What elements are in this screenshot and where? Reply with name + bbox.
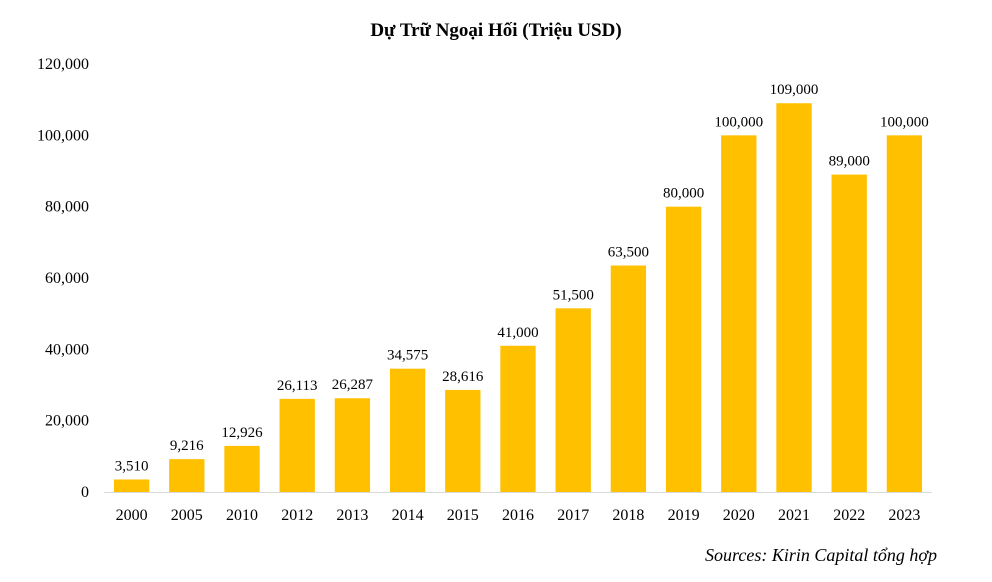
bar-2013 <box>334 398 371 492</box>
source-note: Sources: Kirin Capital tổng hợp <box>705 545 937 565</box>
bar-2005 <box>169 459 205 492</box>
y-tick-label: 60,000 <box>45 270 89 287</box>
bar-2000 <box>113 479 150 492</box>
y-tick-label: 80,000 <box>45 199 89 216</box>
bar-2020 <box>721 135 757 493</box>
bar-2023 <box>886 135 923 493</box>
y-axis: 0 20,000 40,000 60,000 80,000 100,000 120,000 <box>37 56 89 501</box>
x-axis: 2000 2005 2010 2012 2013 2014 2015 2016 2017 2018… <box>116 507 921 524</box>
x-tick-label: 2013 <box>336 507 368 524</box>
x-tick-label: 2005 <box>171 507 203 524</box>
bar-2014 <box>389 368 426 492</box>
data-label-2022: 89,000 <box>829 154 870 170</box>
x-tick-label: 2021 <box>778 507 810 524</box>
y-tick-label: 100,000 <box>37 127 89 144</box>
x-tick-label: 2017 <box>557 507 589 524</box>
x-tick-label: 2019 <box>668 507 700 524</box>
bar-2018 <box>610 265 647 492</box>
y-tick-label: 20,000 <box>45 413 89 430</box>
bar-2016 <box>500 345 536 492</box>
data-label-2018: 63,500 <box>608 245 649 261</box>
x-tick-label: 2016 <box>502 507 534 524</box>
data-label-2019: 80,000 <box>663 186 704 202</box>
data-label-2005: 9,216 <box>170 438 204 454</box>
y-tick-label: 120,000 <box>37 56 89 73</box>
x-tick-label: 2012 <box>281 507 313 524</box>
x-tick-label: 2010 <box>226 507 258 524</box>
bar-series <box>113 103 923 493</box>
x-tick-label: 2000 <box>116 507 148 524</box>
y-tick-label: 0 <box>81 484 89 501</box>
data-label-2020: 100,000 <box>714 114 763 130</box>
bar-2017 <box>555 308 591 492</box>
data-label-2016: 41,000 <box>497 325 538 341</box>
bar-2021 <box>776 103 812 492</box>
bar-2019 <box>665 206 702 492</box>
x-tick-label: 2023 <box>888 507 920 524</box>
data-label-2010: 12,926 <box>221 425 263 441</box>
data-label-2000: 3,510 <box>115 458 149 474</box>
data-label-2013: 26,287 <box>332 377 374 393</box>
data-labels: 3,510 9,216 12,926 26,113 26,287 34,575 28,616… <box>115 82 929 474</box>
x-tick-label: 2018 <box>612 507 644 524</box>
data-label-2015: 28,616 <box>442 369 484 385</box>
bar-2022 <box>831 174 867 493</box>
bar-2012 <box>279 398 315 492</box>
x-tick-label: 2020 <box>723 507 755 524</box>
x-tick-label: 2014 <box>392 507 424 524</box>
bar-2015 <box>445 389 481 492</box>
data-label-2012: 26,113 <box>277 378 318 394</box>
data-label-2021: 109,000 <box>770 82 819 98</box>
data-label-2014: 34,575 <box>387 348 428 364</box>
x-tick-label: 2015 <box>447 507 479 524</box>
data-label-2017: 51,500 <box>553 287 594 303</box>
bar-2010 <box>224 445 260 492</box>
y-tick-label: 40,000 <box>45 341 89 358</box>
chart-title: Dự Trữ Ngoại Hối (Triệu USD) <box>370 20 621 41</box>
x-tick-label: 2022 <box>833 507 865 524</box>
data-label-2023: 100,000 <box>880 114 929 130</box>
